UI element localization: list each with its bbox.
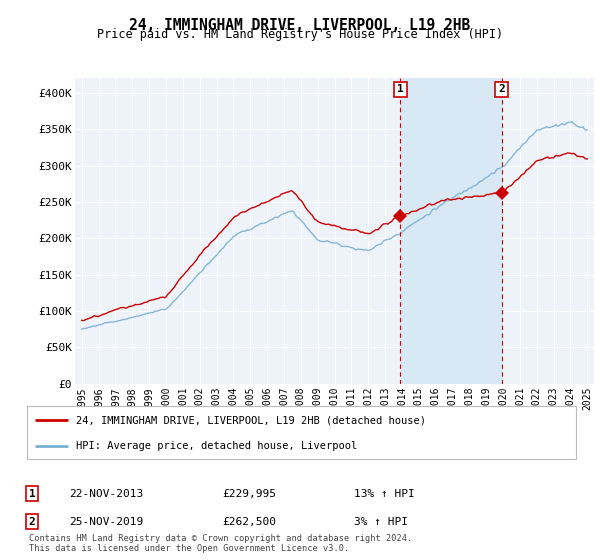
Text: 1: 1 xyxy=(397,85,404,94)
Text: 24, IMMINGHAM DRIVE, LIVERPOOL, L19 2HB: 24, IMMINGHAM DRIVE, LIVERPOOL, L19 2HB xyxy=(130,18,470,33)
Text: £229,995: £229,995 xyxy=(222,489,276,499)
Text: 1: 1 xyxy=(29,489,35,499)
Text: 25-NOV-2019: 25-NOV-2019 xyxy=(69,517,143,527)
Bar xyxy=(400,78,502,384)
Text: 13% ↑ HPI: 13% ↑ HPI xyxy=(354,489,415,499)
Text: Contains HM Land Registry data © Crown copyright and database right 2024.
This d: Contains HM Land Registry data © Crown c… xyxy=(29,534,412,553)
Text: £262,500: £262,500 xyxy=(222,517,276,527)
Text: 2: 2 xyxy=(498,85,505,94)
Text: HPI: Average price, detached house, Liverpool: HPI: Average price, detached house, Live… xyxy=(76,441,358,451)
Text: 3% ↑ HPI: 3% ↑ HPI xyxy=(354,517,408,527)
Text: 2: 2 xyxy=(29,517,35,527)
Text: 22-NOV-2013: 22-NOV-2013 xyxy=(69,489,143,499)
Text: 24, IMMINGHAM DRIVE, LIVERPOOL, L19 2HB (detached house): 24, IMMINGHAM DRIVE, LIVERPOOL, L19 2HB … xyxy=(76,416,427,426)
Text: Price paid vs. HM Land Registry's House Price Index (HPI): Price paid vs. HM Land Registry's House … xyxy=(97,28,503,41)
